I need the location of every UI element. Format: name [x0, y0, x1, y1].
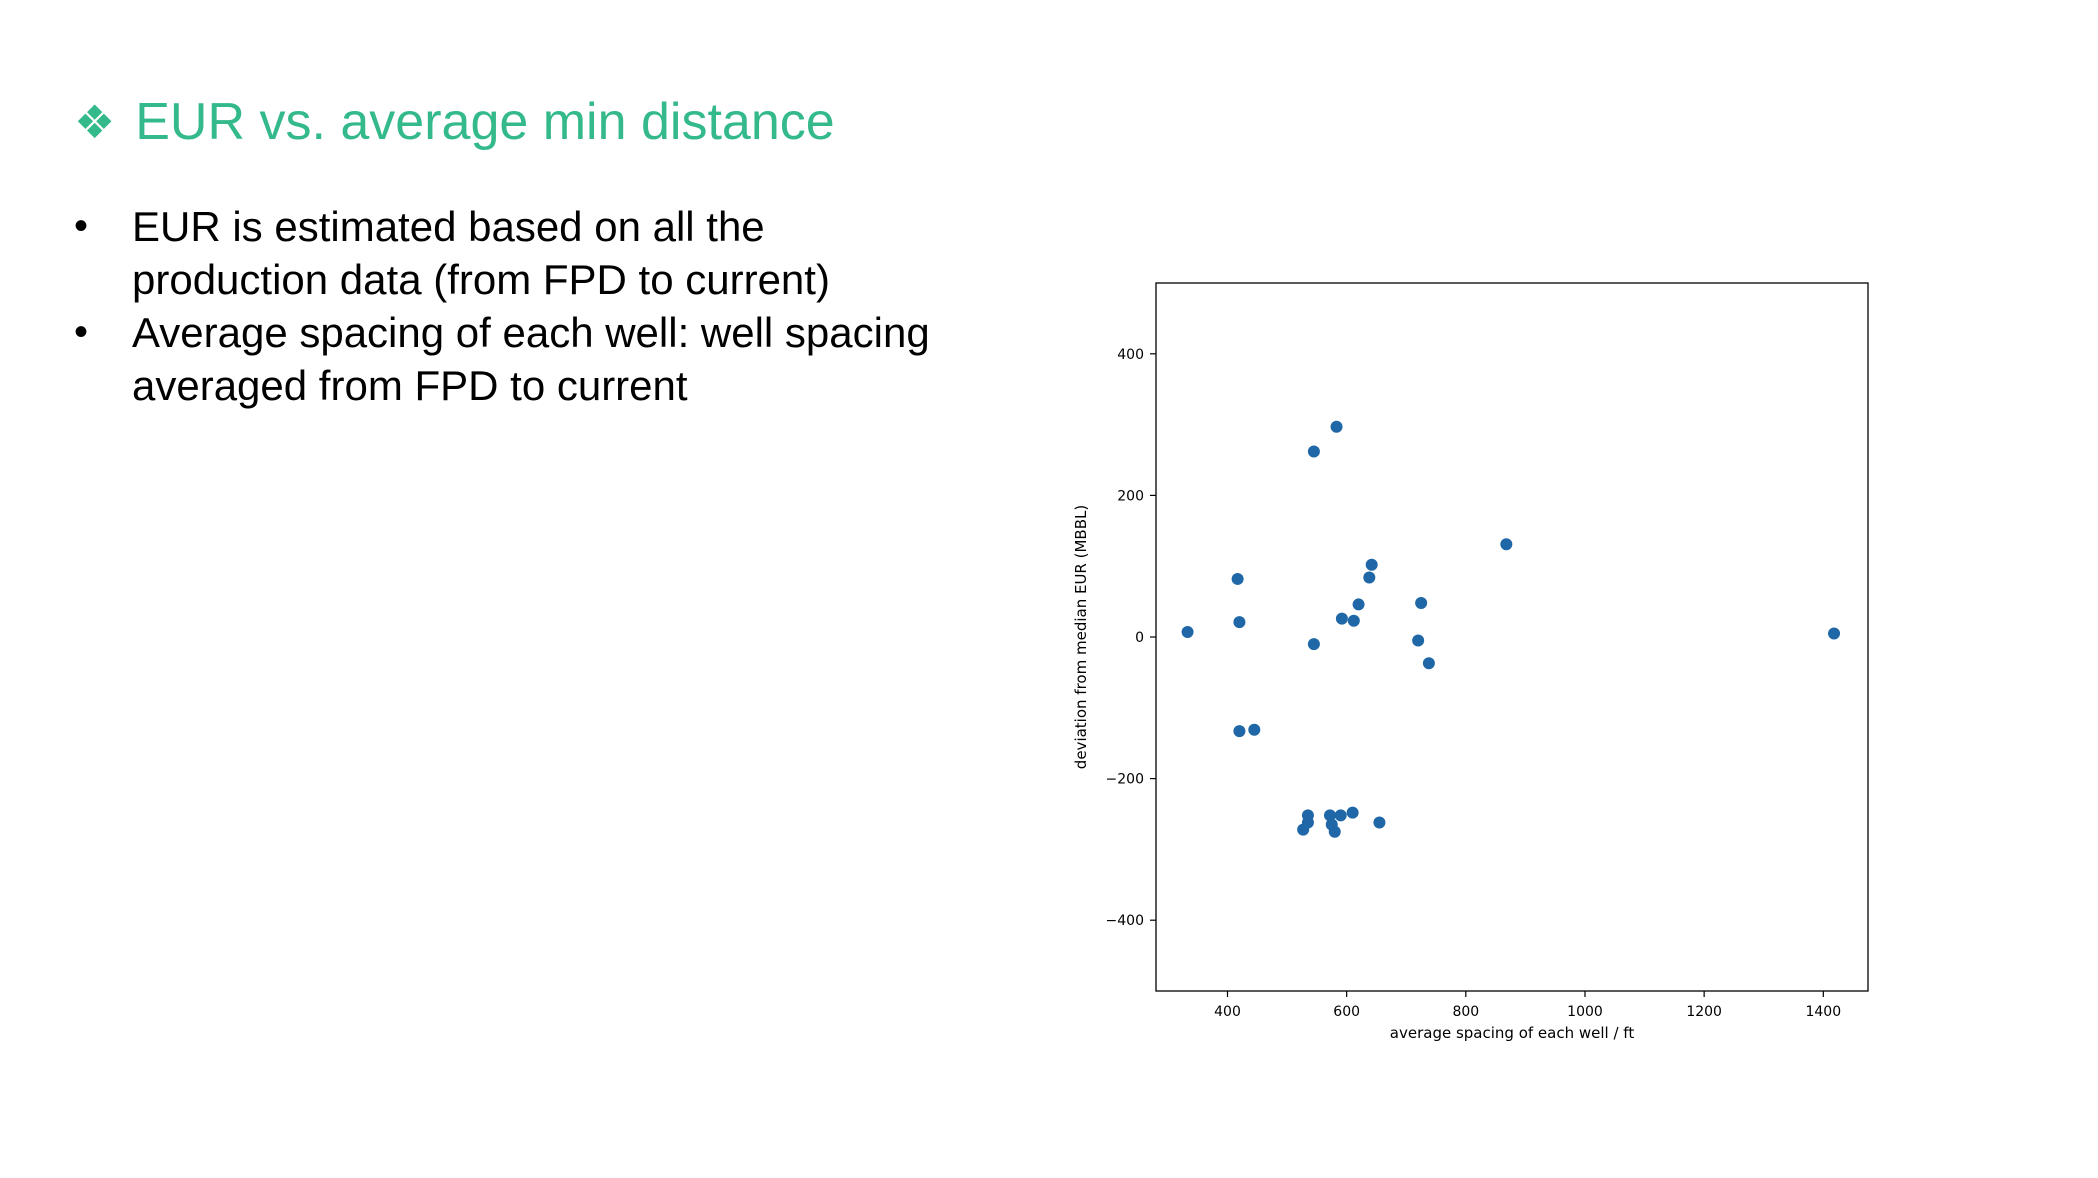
scatter-point — [1347, 614, 1360, 627]
scatter-point — [1328, 825, 1341, 838]
x-tick-label: 400 — [1214, 1004, 1241, 1020]
scatter-point — [1307, 638, 1320, 651]
scatter-point — [1365, 558, 1378, 571]
slide-title: EUR vs. average min distance — [135, 93, 835, 151]
bullet-dot-icon: • — [74, 310, 89, 354]
scatter-point — [1181, 626, 1194, 639]
scatter-point — [1828, 627, 1841, 640]
bullet-list: • EUR is estimated based on all the prod… — [68, 200, 968, 412]
scatter-point — [1307, 445, 1320, 458]
scatter-point — [1301, 816, 1314, 829]
scatter-point — [1415, 597, 1428, 610]
x-tick-label: 600 — [1333, 1004, 1360, 1020]
scatter-point — [1373, 816, 1386, 829]
bullet-dot-icon: • — [74, 204, 89, 248]
scatter-point — [1233, 725, 1246, 738]
scatter-point — [1422, 657, 1435, 670]
data-points — [1181, 420, 1841, 838]
y-tick-label: 0 — [1135, 630, 1144, 646]
x-tick-label: 1200 — [1686, 1004, 1722, 1020]
scatter-point — [1323, 809, 1336, 822]
x-tick-label: 800 — [1452, 1004, 1479, 1020]
scatter-point — [1412, 634, 1425, 647]
x-tick-label: 1400 — [1805, 1004, 1841, 1020]
scatter-point — [1335, 612, 1348, 625]
y-axis-label: deviation from median EUR (MBBL) — [1072, 505, 1090, 769]
scatter-point — [1231, 572, 1244, 585]
bullet-item: • Average spacing of each well: well spa… — [68, 306, 968, 412]
bullet-text: EUR is estimated based on all the produc… — [132, 203, 830, 303]
x-axis-ticks: 400 600 800 1000 1200 1400 — [1214, 991, 1841, 1020]
scatter-point — [1233, 616, 1246, 629]
y-tick-label: −400 — [1106, 913, 1144, 929]
scatter-point — [1352, 598, 1365, 611]
scatter-point — [1334, 809, 1347, 822]
bullet-item: • EUR is estimated based on all the prod… — [68, 200, 968, 306]
chart-svg: 400 600 800 1000 1200 1400 400 200 0 −200 −400 av… — [1072, 282, 1869, 1042]
scatter-point — [1363, 571, 1376, 584]
slide-title-row: ❖ EUR vs. average min distance — [74, 86, 835, 158]
x-axis-label: average spacing of each well / ft — [1390, 1024, 1635, 1042]
plot-frame — [1155, 282, 1869, 992]
bullet-text: Average spacing of each well: well spaci… — [132, 309, 930, 409]
scatter-chart: 400 600 800 1000 1200 1400 400 200 0 −200 −400 av… — [1060, 260, 1900, 1060]
y-tick-label: −200 — [1106, 772, 1144, 788]
four-diamonds-icon: ❖ — [74, 95, 116, 149]
y-tick-label: 400 — [1117, 347, 1144, 363]
scatter-point — [1330, 420, 1343, 433]
scatter-point — [1248, 723, 1261, 736]
scatter-point — [1346, 806, 1359, 819]
y-tick-label: 200 — [1117, 488, 1144, 504]
x-tick-label: 1000 — [1567, 1004, 1603, 1020]
y-axis-ticks: 400 200 0 −200 −400 — [1106, 347, 1156, 929]
scatter-point — [1500, 538, 1513, 551]
